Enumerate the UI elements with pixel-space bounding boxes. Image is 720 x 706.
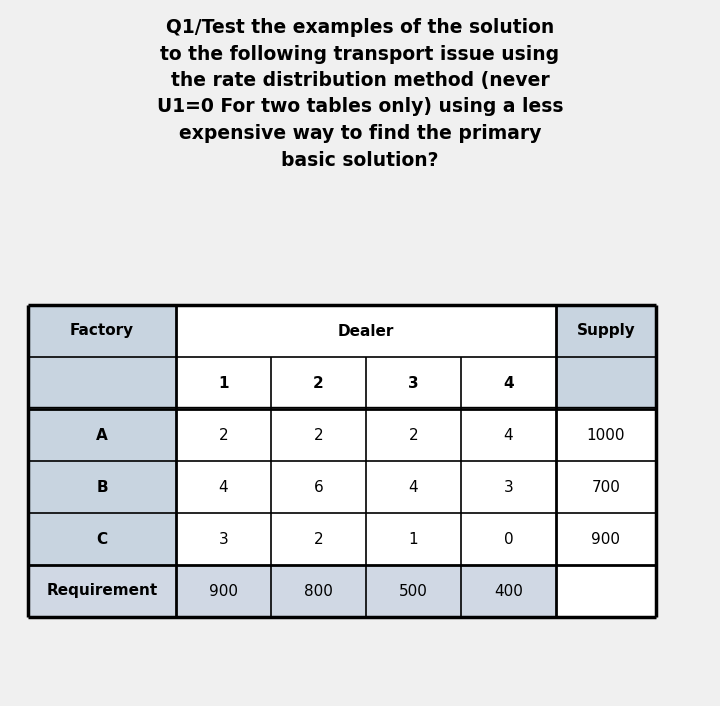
Text: 1: 1 [409,532,418,546]
Bar [556,305,656,357]
Bar [28,513,656,565]
Text: 500: 500 [399,583,428,599]
Text: 0: 0 [504,532,513,546]
Text: C: C [96,532,107,546]
Text: 4: 4 [409,479,418,494]
Bar [28,565,656,617]
Text: 3: 3 [503,479,513,494]
Bar [28,409,656,461]
Text: 700: 700 [592,479,621,494]
Text: 6: 6 [314,479,323,494]
Text: Factory: Factory [70,323,134,338]
Bar [176,357,271,409]
Text: Q1/Test the examples of the solution
to the following transport issue using
the : Q1/Test the examples of the solution to … [157,18,563,169]
Text: 4: 4 [503,376,514,390]
Text: 400: 400 [494,583,523,599]
Bar [271,357,366,409]
Bar [271,305,366,357]
Bar [28,565,176,617]
Text: 900: 900 [592,532,621,546]
Text: 4: 4 [219,479,228,494]
Text: 2: 2 [314,428,323,443]
Text: 1000: 1000 [587,428,625,443]
Bar [176,305,271,357]
Text: 2: 2 [409,428,418,443]
Text: Requirement: Requirement [46,583,158,599]
Text: 2: 2 [219,428,228,443]
Text: 1: 1 [218,376,229,390]
Bar [461,357,556,409]
Text: 3: 3 [219,532,228,546]
Text: B: B [96,479,108,494]
Bar [28,305,176,357]
Bar [556,357,656,409]
Bar [28,409,176,461]
Bar [28,461,656,513]
Text: 2: 2 [313,376,324,390]
Text: Supply: Supply [577,323,635,338]
Text: A: A [96,428,108,443]
Text: 4: 4 [504,428,513,443]
Text: 3: 3 [408,376,419,390]
Bar [28,565,656,617]
Bar [366,357,461,409]
Bar [28,357,656,409]
Bar [556,565,656,617]
Bar [28,461,176,513]
Bar [461,305,556,357]
Text: 800: 800 [304,583,333,599]
Text: 900: 900 [209,583,238,599]
Bar [366,305,461,357]
Bar [28,357,176,409]
Bar [28,513,176,565]
Text: 2: 2 [314,532,323,546]
Text: Dealer: Dealer [338,323,394,338]
Bar [28,305,656,617]
